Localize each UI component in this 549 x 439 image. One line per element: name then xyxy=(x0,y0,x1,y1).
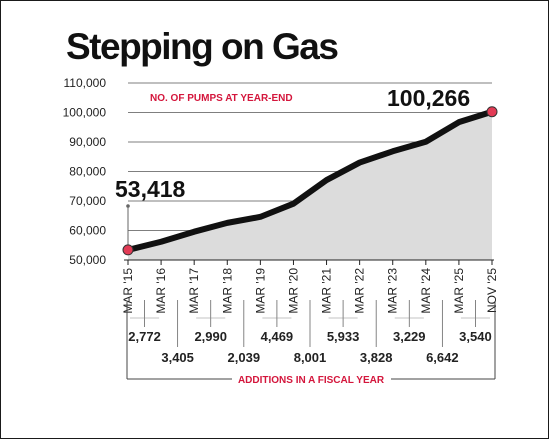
x-tick-label: MAR '16 xyxy=(154,268,168,314)
additions-row: ADDITIONS IN A FISCAL YEAR 2,7723,4052,99… xyxy=(126,300,496,386)
additions-value: 3,828 xyxy=(360,350,393,365)
x-axis-tick-labels: MAR '15 MAR '16 MAR '17 MAR '18 MAR '19 MAR '… xyxy=(121,268,499,314)
x-tick-label: MAR '18 xyxy=(220,268,234,314)
leader-dot xyxy=(126,204,130,208)
additions-value: 3,229 xyxy=(393,329,426,344)
x-tick-label: MAR '25 xyxy=(452,268,466,314)
y-tick-label: 70,000 xyxy=(69,194,106,208)
y-tick-label: 110,000 xyxy=(64,76,107,90)
chart-title: Stepping on Gas xyxy=(66,26,339,67)
additions-value: 2,039 xyxy=(228,350,261,365)
x-tick-label: MAR '21 xyxy=(320,268,334,314)
additions-label: ADDITIONS IN A FISCAL YEAR xyxy=(238,375,385,386)
additions-value: 2,772 xyxy=(128,329,161,344)
x-tick-label: MAR '22 xyxy=(353,268,367,314)
end-value-annotation: 100,266 xyxy=(387,85,470,111)
y-tick-label: 100,000 xyxy=(63,106,107,120)
area-fill xyxy=(128,111,492,260)
chart-subtitle: NO. OF PUMPS AT YEAR-END xyxy=(150,93,293,104)
x-tick-label: MAR '19 xyxy=(253,268,267,314)
additions-value: 6,642 xyxy=(426,350,459,365)
additions-value: 3,540 xyxy=(459,329,492,344)
x-axis xyxy=(124,259,494,265)
y-tick-label: 90,000 xyxy=(69,135,106,149)
end-point-marker xyxy=(486,106,498,118)
additions-value: 2,990 xyxy=(194,329,227,344)
annotations: 53,418 100,266 xyxy=(115,85,470,202)
x-tick-label: MAR '20 xyxy=(286,268,300,314)
additions-value: 4,469 xyxy=(261,329,294,344)
y-axis-tick-labels: 50,000 60,000 70,000 80,000 90,000 100,000 110… xyxy=(63,76,107,267)
y-tick-label: 50,000 xyxy=(69,253,106,267)
additions-value: 8,001 xyxy=(294,350,327,365)
series-line xyxy=(125,108,495,253)
start-point-marker xyxy=(122,244,134,256)
start-value-annotation: 53,418 xyxy=(115,176,186,202)
endpoint-markers xyxy=(122,106,498,256)
additions-value: 3,405 xyxy=(161,350,194,365)
x-tick-label: MAR '24 xyxy=(419,268,433,314)
series-line-layer xyxy=(125,108,495,253)
x-tick-label: NOV '25 xyxy=(485,268,499,313)
area-fill-layer xyxy=(128,111,492,260)
x-tick-label: MAR '15 xyxy=(121,268,135,314)
x-tick-label: MAR '23 xyxy=(386,268,400,314)
additions-value: 5,933 xyxy=(327,329,360,344)
x-tick-label: MAR '17 xyxy=(187,268,201,314)
y-tick-label: 60,000 xyxy=(69,224,106,238)
y-tick-label: 80,000 xyxy=(69,165,106,179)
